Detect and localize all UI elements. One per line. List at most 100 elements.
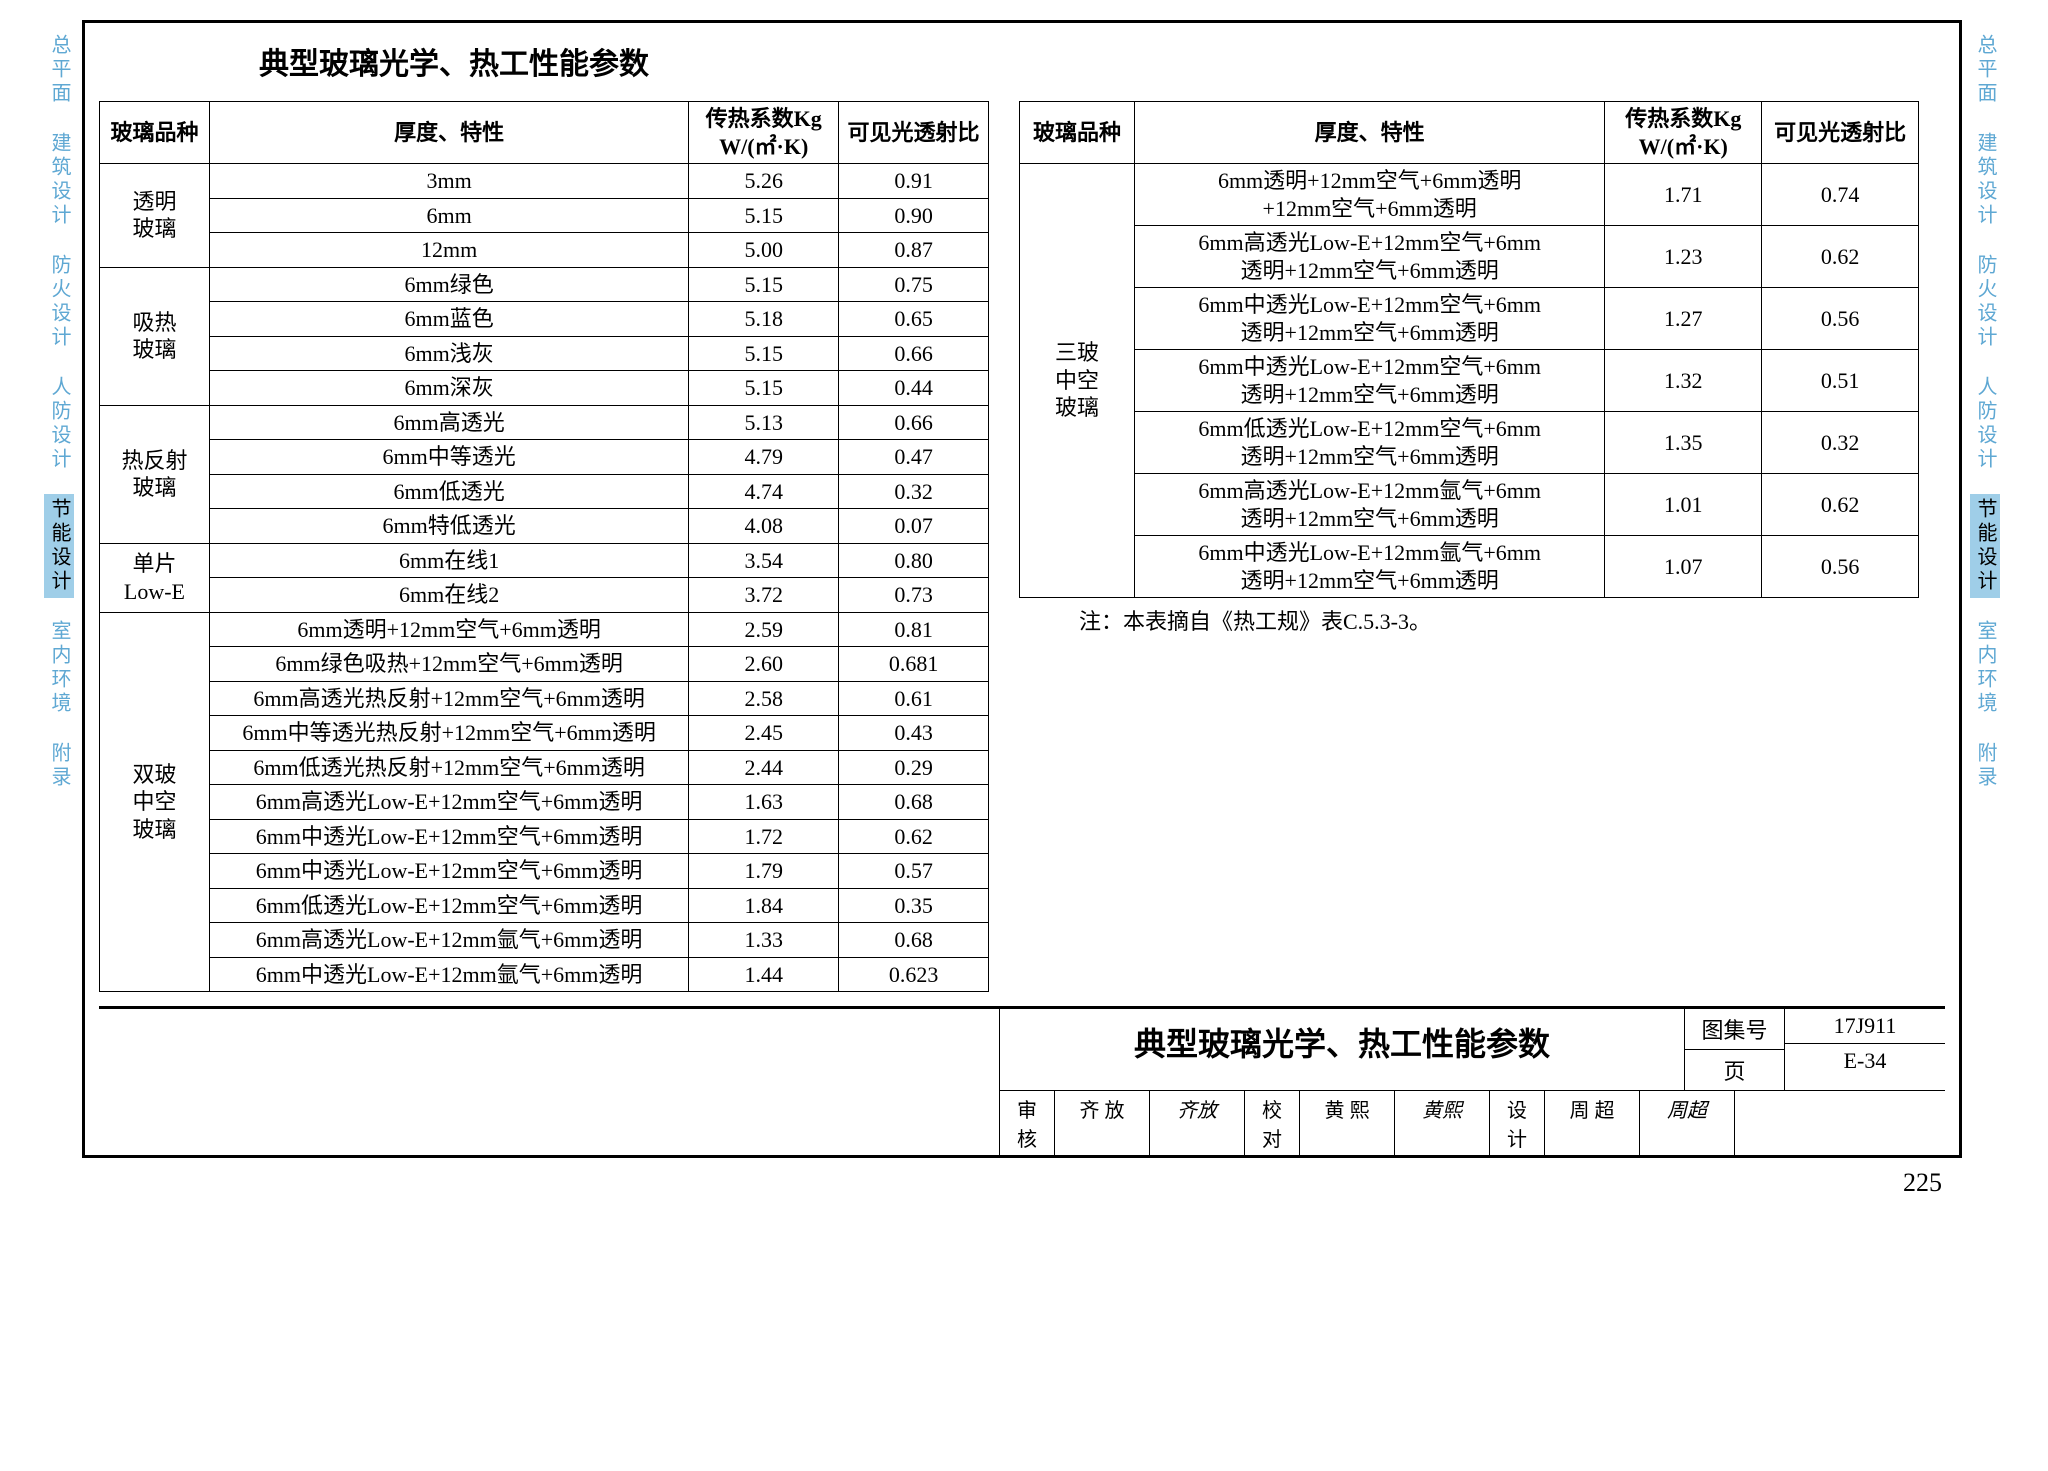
- spec-cell: 6mm高透光: [209, 405, 688, 440]
- k-cell: 1.63: [689, 785, 839, 820]
- k-cell: 1.35: [1605, 412, 1762, 474]
- table-row: 6mm低透光Low-E+12mm空气+6mm透明1.840.35: [100, 888, 989, 923]
- spec-cell: 6mm高透光Low-E+12mm氩气+6mm透明: [209, 923, 688, 958]
- signature-name: 齐 放: [1055, 1091, 1150, 1155]
- page-label: 页: [1685, 1050, 1784, 1090]
- k-cell: 4.74: [689, 474, 839, 509]
- section-tab[interactable]: 节能设计: [1970, 494, 2000, 598]
- spec-cell: 6mm绿色: [209, 267, 688, 302]
- vt-cell: 0.623: [839, 957, 989, 992]
- table-header-row: 玻璃品种 厚度、特性 传热系数KgW/(㎡·K) 可见光透射比: [100, 102, 989, 164]
- spec-cell: 6mm中透光Low-E+12mm氩气+6mm透明+12mm空气+6mm透明: [1134, 536, 1604, 598]
- table-row: 6mm高透光Low-E+12mm空气+6mm透明1.630.68: [100, 785, 989, 820]
- table-row: 6mm蓝色5.180.65: [100, 302, 989, 337]
- vt-cell: 0.62: [839, 819, 989, 854]
- section-tab[interactable]: 附录: [1970, 738, 2000, 794]
- k-cell: 1.32: [1605, 350, 1762, 412]
- k-cell: 1.79: [689, 854, 839, 889]
- spec-cell: 6mm高透光Low-E+12mm空气+6mm透明: [209, 785, 688, 820]
- section-tab[interactable]: 总平面: [1970, 30, 2000, 110]
- header-k: 传热系数KgW/(㎡·K): [689, 102, 839, 164]
- section-tab[interactable]: 人防设计: [44, 372, 74, 476]
- section-tab[interactable]: 节能设计: [44, 494, 74, 598]
- vt-cell: 0.66: [839, 336, 989, 371]
- vt-cell: 0.681: [839, 647, 989, 682]
- k-cell: 1.27: [1605, 288, 1762, 350]
- table-row: 6mm低透光4.740.32: [100, 474, 989, 509]
- table-row: 6mm高透光Low-E+12mm空气+6mm透明+12mm空气+6mm透明1.2…: [1020, 226, 1919, 288]
- table-row: 6mm中透光Low-E+12mm空气+6mm透明1.720.62: [100, 819, 989, 854]
- vt-cell: 0.66: [839, 405, 989, 440]
- vt-cell: 0.29: [839, 750, 989, 785]
- k-cell: 5.15: [689, 198, 839, 233]
- glass-type-cell: 三玻中空玻璃: [1020, 164, 1135, 598]
- glass-type-cell: 透明玻璃: [100, 164, 210, 268]
- table-row: 6mm中透光Low-E+12mm空气+6mm透明1.790.57: [100, 854, 989, 889]
- header-vt: 可见光透射比: [1762, 102, 1919, 164]
- atlas-value: 17J911: [1785, 1009, 1945, 1044]
- signature-name: 黄 熙: [1300, 1091, 1395, 1155]
- vt-cell: 0.62: [1762, 226, 1919, 288]
- spacer: [1735, 1091, 1945, 1155]
- drawing-title: 典型玻璃光学、热工性能参数: [1000, 1009, 1685, 1090]
- section-tab[interactable]: 人防设计: [1970, 372, 2000, 476]
- k-cell: 1.23: [1605, 226, 1762, 288]
- table-row: 6mm中透光Low-E+12mm氩气+6mm透明+12mm空气+6mm透明1.0…: [1020, 536, 1919, 598]
- vt-cell: 0.65: [839, 302, 989, 337]
- spec-cell: 6mm低透光热反射+12mm空气+6mm透明: [209, 750, 688, 785]
- k-cell: 2.59: [689, 612, 839, 647]
- section-tab[interactable]: 建筑设计: [1970, 128, 2000, 232]
- table-row: 6mm中透光Low-E+12mm空气+6mm透明+12mm空气+6mm透明1.2…: [1020, 288, 1919, 350]
- table-row: 6mm5.150.90: [100, 198, 989, 233]
- spec-cell: 6mm低透光Low-E+12mm空气+6mm透明: [209, 888, 688, 923]
- table-row: 6mm浅灰5.150.66: [100, 336, 989, 371]
- section-tab[interactable]: 总平面: [44, 30, 74, 110]
- table-row: 6mm中等透光热反射+12mm空气+6mm透明2.450.43: [100, 716, 989, 751]
- glass-type-cell: 吸热玻璃: [100, 267, 210, 405]
- spec-cell: 6mm中透光Low-E+12mm空气+6mm透明+12mm空气+6mm透明: [1134, 288, 1604, 350]
- k-cell: 1.44: [689, 957, 839, 992]
- signature-role: 审核: [1000, 1091, 1055, 1155]
- spec-cell: 6mm中透光Low-E+12mm空气+6mm透明+12mm空气+6mm透明: [1134, 350, 1604, 412]
- section-tab[interactable]: 附录: [44, 738, 74, 794]
- vt-cell: 0.81: [839, 612, 989, 647]
- spec-cell: 12mm: [209, 233, 688, 268]
- vt-cell: 0.07: [839, 509, 989, 544]
- k-cell: 5.15: [689, 336, 839, 371]
- spec-cell: 6mm在线2: [209, 578, 688, 613]
- spec-cell: 6mm高透光热反射+12mm空气+6mm透明: [209, 681, 688, 716]
- spec-cell: 6mm中透光Low-E+12mm空气+6mm透明: [209, 854, 688, 889]
- signature-name: 周 超: [1545, 1091, 1640, 1155]
- section-tab[interactable]: 建筑设计: [44, 128, 74, 232]
- signature-role: 校对: [1245, 1091, 1300, 1155]
- header-k: 传热系数KgW/(㎡·K): [1605, 102, 1762, 164]
- table-row: 6mm中透光Low-E+12mm氩气+6mm透明1.440.623: [100, 957, 989, 992]
- k-cell: 2.45: [689, 716, 839, 751]
- header-spec: 厚度、特性: [209, 102, 688, 164]
- k-cell: 2.60: [689, 647, 839, 682]
- table-row: 6mm中透光Low-E+12mm空气+6mm透明+12mm空气+6mm透明1.3…: [1020, 350, 1919, 412]
- k-cell: 5.15: [689, 267, 839, 302]
- header-spec: 厚度、特性: [1134, 102, 1604, 164]
- spec-cell: 6mm特低透光: [209, 509, 688, 544]
- k-cell: 5.15: [689, 371, 839, 406]
- table-row: 6mm中等透光4.790.47: [100, 440, 989, 475]
- k-cell: 1.07: [1605, 536, 1762, 598]
- page-value: E-34: [1785, 1044, 1945, 1078]
- section-tab[interactable]: 室内环境: [1970, 616, 2000, 720]
- k-cell: 3.72: [689, 578, 839, 613]
- table-row: 6mm特低透光4.080.07: [100, 509, 989, 544]
- table-row: 单片Low-E6mm在线13.540.80: [100, 543, 989, 578]
- k-cell: 2.44: [689, 750, 839, 785]
- section-tab[interactable]: 防火设计: [1970, 250, 2000, 354]
- spec-cell: 6mm深灰: [209, 371, 688, 406]
- vt-cell: 0.68: [839, 785, 989, 820]
- table-row: 6mm深灰5.150.44: [100, 371, 989, 406]
- table-row: 6mm在线23.720.73: [100, 578, 989, 613]
- footnote: 注：本表摘自《热工规》表C.5.3-3。: [1019, 598, 1919, 636]
- signature-script: 周超: [1640, 1091, 1735, 1155]
- section-tab[interactable]: 防火设计: [44, 250, 74, 354]
- title-block: 典型玻璃光学、热工性能参数 图集号 页 17J911 E-34 审核齐 放齐放校…: [99, 1006, 1945, 1155]
- section-tab[interactable]: 室内环境: [44, 616, 74, 720]
- atlas-label: 图集号: [1685, 1009, 1784, 1050]
